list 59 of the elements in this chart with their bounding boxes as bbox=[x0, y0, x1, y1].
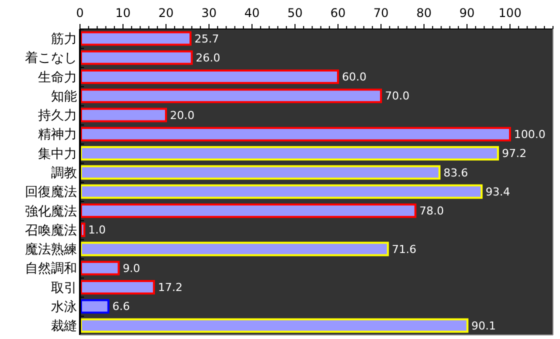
x-tick-label: 100 bbox=[498, 6, 522, 20]
bar bbox=[80, 280, 155, 294]
x-tick-label: 70 bbox=[373, 6, 389, 20]
data-label: 93.4 bbox=[486, 185, 510, 198]
y-tick-label: 生命力 bbox=[38, 70, 77, 86]
data-label: 83.6 bbox=[443, 166, 468, 180]
bar bbox=[80, 165, 440, 180]
x-tick-label: 30 bbox=[201, 6, 217, 20]
y-tick-label: 知能 bbox=[51, 89, 77, 104]
x-tick-label: 0 bbox=[76, 6, 84, 20]
bar bbox=[80, 50, 193, 65]
y-tick-label: 召喚魔法 bbox=[25, 223, 77, 238]
y-tick-label: 着こなし bbox=[25, 50, 77, 66]
bar bbox=[80, 126, 511, 142]
y-tick-label: 回復魔法 bbox=[25, 185, 77, 200]
x-tick-label: 40 bbox=[244, 6, 260, 20]
y-tick-label: 自然調和 bbox=[25, 262, 77, 277]
x-tick-label: 50 bbox=[287, 6, 303, 20]
bar bbox=[80, 88, 382, 104]
data-label: 6.6 bbox=[112, 300, 130, 314]
data-label: 97.2 bbox=[502, 147, 526, 160]
bar bbox=[80, 203, 416, 218]
y-tick-label: 持久力 bbox=[38, 108, 77, 124]
y-tick-label: 水泳 bbox=[51, 298, 77, 315]
y-tick-label: 取引 bbox=[51, 280, 77, 296]
bar bbox=[80, 222, 86, 238]
x-tick-label: 90 bbox=[459, 6, 475, 20]
bar bbox=[80, 260, 120, 276]
data-label: 20.0 bbox=[170, 108, 194, 122]
y-tick-label: 強化魔法 bbox=[25, 204, 77, 220]
bar bbox=[80, 242, 389, 256]
bar bbox=[80, 31, 192, 46]
y-tick-label: 魔法熟練 bbox=[25, 242, 77, 258]
data-label: 1.0 bbox=[88, 224, 106, 237]
x-tick-label: 20 bbox=[158, 6, 174, 20]
data-label: 26.0 bbox=[196, 51, 220, 64]
data-label: 60.0 bbox=[342, 70, 366, 84]
data-label: 78.0 bbox=[419, 204, 444, 218]
x-tick-label: 60 bbox=[330, 6, 346, 20]
data-label: 70.0 bbox=[385, 90, 410, 103]
x-tick-label: 80 bbox=[416, 6, 432, 20]
y-tick-label: 裁縫 bbox=[51, 319, 77, 334]
y-tick-label: 筋力 bbox=[51, 32, 77, 48]
y-tick-label: 集中力 bbox=[38, 146, 77, 162]
y-tick-label: 精神力 bbox=[38, 128, 77, 143]
bar bbox=[80, 184, 483, 199]
bar bbox=[80, 146, 499, 161]
bar bbox=[80, 299, 110, 314]
x-tick-label: 10 bbox=[115, 6, 131, 20]
bar bbox=[80, 318, 468, 333]
data-label: 9.0 bbox=[122, 262, 140, 275]
data-label: 71.6 bbox=[392, 242, 416, 256]
bar bbox=[80, 70, 339, 84]
data-label: 17.2 bbox=[158, 281, 182, 294]
data-label: 90.1 bbox=[471, 319, 496, 332]
bar bbox=[80, 108, 167, 122]
y-tick-label: 調教 bbox=[51, 166, 77, 181]
data-label: 25.7 bbox=[194, 32, 220, 46]
data-label: 100.0 bbox=[514, 128, 546, 142]
